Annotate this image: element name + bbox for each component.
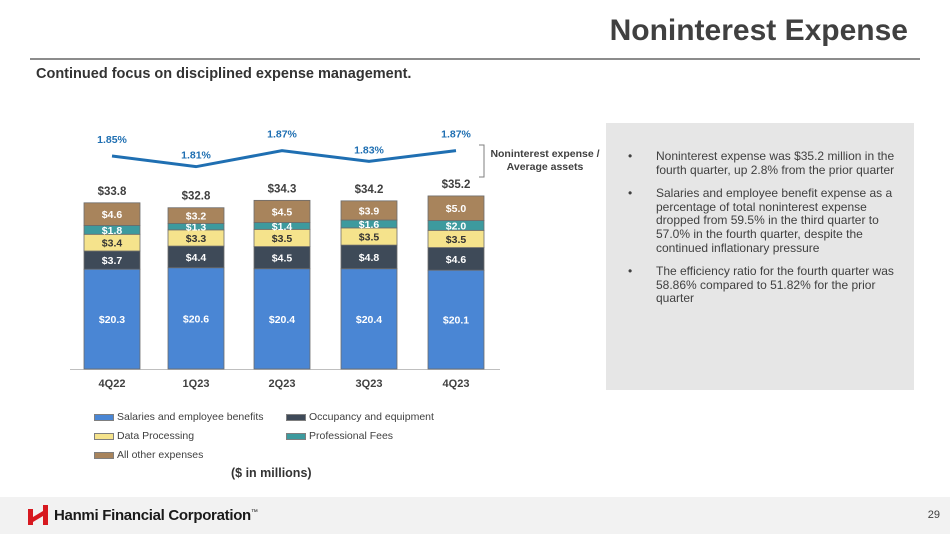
bar-segment-other: [83, 202, 141, 226]
legend-label: Occupancy and equipment: [309, 411, 434, 423]
bar-value-label: $3.7: [102, 255, 123, 267]
ratio-point-label: 1.87%: [267, 129, 297, 141]
bar-value-label: $4.6: [446, 254, 467, 266]
bar-segment-salaries: [340, 268, 398, 370]
x-tick-label: 3Q23: [356, 378, 383, 390]
bar-value-label: $4.4: [186, 252, 207, 264]
units-note: ($ in millions): [231, 466, 312, 480]
bullet-item: Salaries and employee benefit expense as…: [628, 186, 896, 255]
bar-value-label: $1.6: [359, 219, 380, 231]
x-tick-label: 4Q23: [443, 378, 470, 390]
ratio-point-label: 1.87%: [441, 129, 471, 141]
legend-item-salaries: Salaries and employee benefits: [94, 411, 264, 423]
bar-segment-salaries: [83, 268, 141, 370]
bar-value-label: $20.1: [443, 315, 469, 327]
bar-total-label: $33.8: [98, 186, 127, 198]
page-title: Noninterest Expense: [609, 14, 908, 47]
title-divider: [30, 58, 920, 60]
legend-item-occupancy: Occupancy and equipment: [286, 411, 434, 423]
logo-wordmark: Hanmi Financial Corporation™: [54, 506, 258, 524]
ratio-line: [111, 149, 457, 169]
legend-swatch: [286, 432, 306, 440]
ratio-point-label: 1.81%: [181, 150, 211, 162]
bar-value-label: $3.2: [186, 211, 207, 223]
bar-value-label: $20.4: [269, 314, 295, 326]
bar-value-label: $3.5: [272, 233, 293, 245]
legend-swatch: [94, 432, 114, 440]
bar-value-label: $4.5: [272, 206, 293, 218]
x-tick-label: 4Q22: [99, 378, 126, 390]
bar-segment-other: [167, 207, 225, 224]
company-logo: Hanmi Financial Corporation™: [28, 505, 258, 525]
footer-bar: [0, 497, 950, 534]
bar-value-label: $20.4: [356, 314, 382, 326]
ratio-point-label: 1.83%: [354, 144, 384, 156]
page-number: 29: [927, 509, 940, 521]
bar-value-label: $1.4: [272, 221, 293, 233]
bar-value-label: $3.3: [186, 233, 207, 245]
ratio-point-label: 1.85%: [97, 134, 127, 146]
legend-label: Professional Fees: [309, 430, 394, 442]
bar-total-label: $35.2: [442, 179, 471, 191]
bullet-item: Noninterest expense was $35.2 million in…: [628, 149, 896, 177]
bar-value-label: $3.9: [359, 205, 380, 217]
bar-segment-other: [340, 200, 398, 221]
legend-item-other: All other expenses: [94, 449, 203, 461]
bar-segment-other: [427, 195, 485, 221]
bar-value-label: $5.0: [446, 203, 467, 215]
bar-value-label: $20.6: [183, 313, 209, 325]
legend-label: All other expenses: [117, 449, 204, 461]
commentary-panel: Noninterest expense was $35.2 million in…: [606, 123, 914, 390]
bar-total-label: $34.3: [268, 183, 297, 195]
bar-value-label: $2.0: [446, 220, 467, 232]
bullet-item: The efficiency ratio for the fourth quar…: [628, 264, 896, 306]
page-subtitle: Continued focus on disciplined expense m…: [36, 66, 412, 82]
bar-total-label: $34.2: [355, 184, 384, 196]
bar-value-label: $4.5: [272, 253, 293, 265]
legend-item-data-processing: Data Processing: [94, 430, 194, 442]
legend-label: Salaries and employee benefits: [117, 411, 264, 423]
x-tick-label: 1Q23: [183, 378, 210, 390]
line-series-label: Noninterest expense / Average assets: [490, 148, 600, 173]
legend-swatch: [286, 413, 306, 421]
legend-label: Data Processing: [117, 430, 195, 442]
bar-value-label: $1.8: [102, 225, 123, 237]
legend-swatch: [94, 413, 114, 421]
bar-value-label: $4.6: [102, 209, 123, 221]
bar-segment-salaries: [253, 268, 311, 370]
hanmi-logo-icon: [28, 505, 48, 525]
label-bracket: [479, 144, 485, 178]
x-tick-label: 2Q23: [269, 378, 296, 390]
bar-value-label: $1.3: [186, 222, 207, 234]
bar-total-label: $32.8: [182, 191, 211, 203]
bar-value-label: $4.8: [359, 252, 380, 264]
legend-item-professional-fees: Professional Fees: [286, 430, 393, 442]
commentary-list: Noninterest expense was $35.2 million in…: [606, 123, 914, 306]
bar-value-label: $20.3: [99, 314, 125, 326]
bar-value-label: $3.4: [102, 238, 123, 250]
bar-segment-other: [253, 199, 311, 223]
bar-value-label: $3.5: [359, 231, 380, 243]
bar-value-label: $3.5: [446, 234, 467, 246]
expense-chart: $20.3 $3.7 $3.4$1.8 $4.6 $33.8 4Q22 $20.6 $4.4 $…: [70, 129, 500, 390]
legend-swatch: [94, 451, 114, 459]
